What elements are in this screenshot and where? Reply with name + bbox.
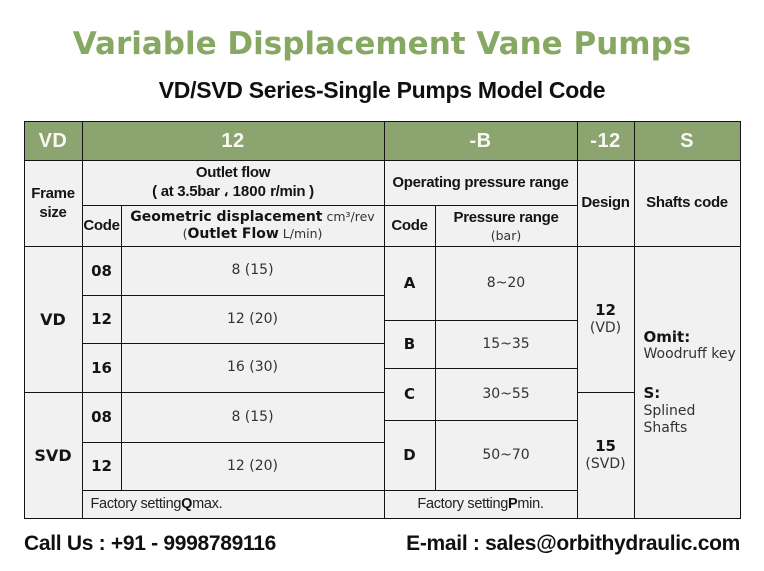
geo-disp-bold: Geometric displacement (130, 208, 323, 225)
factory-p-post: min. (517, 496, 544, 513)
code-label-right: Code (391, 216, 428, 234)
frame-group-vd: VD (24, 247, 82, 392)
phone-number: Call Us : +91 - 9998789116 (24, 532, 276, 555)
pressure-row-code: A (384, 247, 435, 320)
factory-setting-p: Factory setting P min. (384, 491, 577, 518)
factory-p-bold: P (508, 496, 518, 513)
pressure-row-range: 30~55 (435, 369, 577, 420)
factory-setting-q: Factory setting Q max. (82, 491, 384, 518)
design-header: Design (577, 161, 634, 246)
header-code-frame: VD (24, 122, 82, 160)
header-code-displacement: 12 (82, 122, 384, 160)
frame-size-line2: size (39, 203, 67, 221)
model-code-table: VD 12 -B -12 S Frame size Outlet flow ( … (23, 121, 741, 519)
pressure-range-unit: (bar) (490, 227, 522, 243)
pressure-row-code: C (384, 369, 435, 420)
shaft-s-label: S: (643, 383, 661, 402)
page-title: Variable Displacement Vane Pumps (72, 26, 692, 62)
pressure-row-range: 15~35 (435, 321, 577, 368)
design-vd-name: (VD) (589, 320, 622, 337)
svd-row-value: 8 (15) (121, 393, 384, 442)
frame-size-line1: Frame (31, 184, 75, 202)
code-header-right: Code (384, 206, 435, 246)
frame-group-svd: SVD (24, 393, 82, 518)
factory-q-bold: Q (181, 496, 193, 513)
pressure-row-range: 50~70 (435, 421, 577, 490)
svd-row-code: 08 (82, 393, 121, 442)
outlet-flow-bold: Outlet Flow (187, 226, 279, 242)
design-svd-name: (SVD) (585, 456, 626, 473)
pressure-row-range: 8~20 (435, 247, 577, 320)
shaft-s-value: Splined Shafts (643, 402, 696, 437)
shafts-cell: Omit: Woodruff key S: Splined Shafts (634, 247, 740, 518)
geo-disp-line2: (Outlet Flow L/min) (183, 226, 323, 244)
pressure-range-header: Pressure range (bar) (435, 206, 577, 246)
design-svd-cell: 15 (SVD) (577, 393, 634, 518)
pressure-row-code: B (384, 321, 435, 368)
geo-disp-line1: Geometric displacement cm³/rev (130, 209, 374, 227)
geo-disp-paren: ( (182, 226, 188, 241)
vd-row-value: 12 (20) (121, 296, 384, 343)
shafts-code-header: Shafts code (634, 161, 740, 246)
frame-size-header: Frame size (24, 161, 82, 246)
shaft-omit-value: Woodruff key (643, 346, 736, 363)
code-label-left: Code (83, 216, 120, 234)
factory-p-pre: Factory setting (417, 496, 508, 513)
design-vd-cell: 12 (VD) (577, 247, 634, 392)
header-code-shaft: S (634, 122, 740, 160)
page: Variable Displacement Vane Pumps VD/SVD … (0, 26, 764, 571)
vd-row-value: 8 (15) (121, 247, 384, 295)
header-code-pressure: -B (384, 122, 577, 160)
operating-pressure-label: Operating pressure range (392, 173, 569, 191)
shafts-code-label: Shafts code (646, 194, 728, 212)
geo-disp-unit: cm³/rev (322, 208, 375, 224)
outlet-flow-unit: L/min) (278, 226, 323, 241)
page-subtitle: VD/SVD Series-Single Pumps Model Code (158, 77, 606, 103)
vd-row-value: 16 (30) (121, 344, 384, 392)
vd-row-code: 12 (82, 296, 121, 343)
email-address: E-mail : sales@orbithydraulic.com (406, 532, 740, 555)
outlet-flow-line2: ( at 3.5bar ، 1800 r/min ) (152, 183, 314, 200)
design-svd-num: 15 (595, 437, 616, 456)
vd-row-code: 16 (82, 344, 121, 392)
code-header-left: Code (82, 206, 121, 246)
factory-q-post: max. (192, 496, 223, 513)
operating-pressure-header: Operating pressure range (384, 161, 577, 205)
shaft-omit-label: Omit: (643, 327, 691, 346)
svd-row-code: 12 (82, 443, 121, 490)
header-code-design: -12 (577, 122, 634, 160)
design-label: Design (581, 194, 630, 212)
contact-bar: Call Us : +91 - 9998789116 E-mail : sale… (0, 532, 764, 556)
svd-row-value: 12 (20) (121, 443, 384, 490)
geometric-displacement-header: Geometric displacement cm³/rev (Outlet F… (121, 206, 384, 246)
vd-row-code: 08 (82, 247, 121, 295)
outlet-flow-header: Outlet flow ( at 3.5bar ، 1800 r/min ) (82, 161, 384, 205)
factory-q-pre: Factory setting (90, 496, 182, 513)
pressure-range-line1: Pressure range (453, 208, 559, 226)
pressure-row-code: D (384, 421, 435, 490)
outlet-flow-line1: Outlet flow (195, 164, 271, 182)
design-vd-num: 12 (595, 301, 616, 320)
